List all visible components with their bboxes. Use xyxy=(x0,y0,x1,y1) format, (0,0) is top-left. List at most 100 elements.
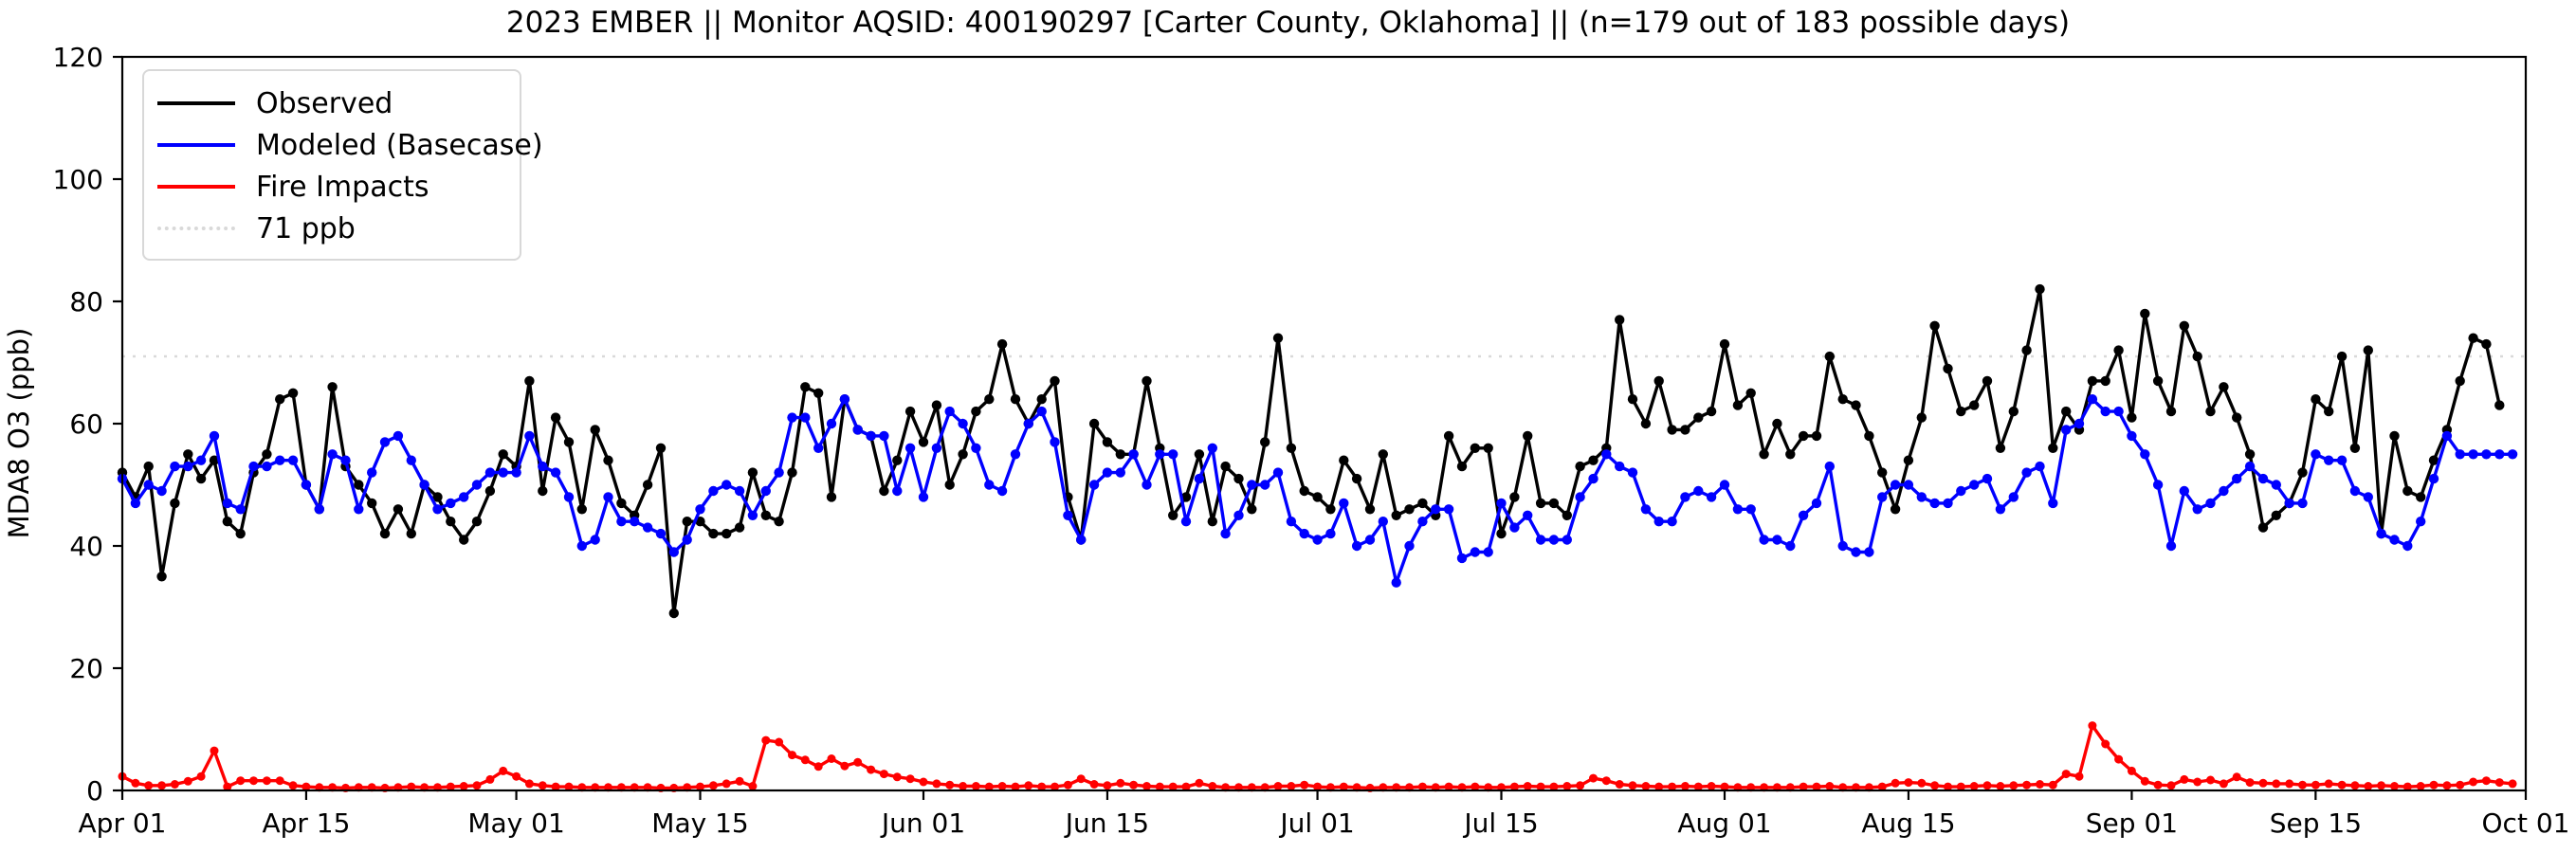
data-point-modeled-basecase- xyxy=(1286,517,1297,527)
data-point-modeled-basecase- xyxy=(248,461,259,472)
data-point-fire-impacts xyxy=(2350,781,2360,790)
data-point-modeled-basecase- xyxy=(1378,517,1389,527)
data-point-fire-impacts xyxy=(708,781,718,790)
data-point-fire-impacts xyxy=(223,782,232,791)
data-point-fire-impacts xyxy=(945,780,955,789)
data-point-modeled-basecase- xyxy=(1456,553,1468,564)
data-point-modeled-basecase- xyxy=(1036,406,1047,417)
data-point-observed xyxy=(1837,394,1848,405)
data-point-fire-impacts xyxy=(2140,776,2149,786)
data-point-modeled-basecase- xyxy=(1299,528,1309,539)
data-point-fire-impacts xyxy=(1181,782,1191,791)
data-point-observed xyxy=(2021,345,2032,355)
data-point-observed xyxy=(2232,412,2242,423)
data-point-modeled-basecase- xyxy=(2192,504,2202,515)
data-point-modeled-basecase- xyxy=(603,492,613,502)
data-point-fire-impacts xyxy=(472,781,482,790)
data-point-modeled-basecase- xyxy=(958,418,968,429)
data-point-modeled-basecase- xyxy=(195,455,207,465)
data-point-modeled-basecase- xyxy=(287,455,299,465)
data-point-modeled-basecase- xyxy=(668,547,679,557)
data-point-fire-impacts xyxy=(1089,780,1099,789)
data-point-modeled-basecase- xyxy=(1076,535,1087,545)
data-point-observed xyxy=(904,406,916,417)
data-point-modeled-basecase- xyxy=(406,455,416,465)
data-point-modeled-basecase- xyxy=(918,492,929,502)
data-point-modeled-basecase- xyxy=(235,504,246,515)
data-point-modeled-basecase- xyxy=(2441,430,2453,442)
data-point-observed xyxy=(379,528,391,539)
data-point-fire-impacts xyxy=(959,782,968,790)
data-point-observed xyxy=(367,498,377,509)
data-point-modeled-basecase- xyxy=(1772,535,1782,545)
data-point-fire-impacts xyxy=(2101,739,2110,749)
data-point-observed xyxy=(931,400,942,410)
data-point-fire-impacts xyxy=(144,781,154,790)
data-point-modeled-basecase- xyxy=(524,430,535,442)
data-point-modeled-basecase- xyxy=(2244,461,2256,472)
data-point-fire-impacts xyxy=(1982,781,1992,790)
data-point-modeled-basecase- xyxy=(538,461,548,472)
data-point-modeled-basecase- xyxy=(1496,498,1507,509)
data-point-modeled-basecase- xyxy=(1391,577,1401,588)
data-point-fire-impacts xyxy=(2390,782,2399,790)
data-point-fire-impacts xyxy=(905,774,915,784)
data-point-observed xyxy=(2140,308,2150,319)
data-point-modeled-basecase- xyxy=(800,412,811,423)
data-point-modeled-basecase- xyxy=(1667,517,1677,527)
data-point-observed xyxy=(1115,449,1126,460)
data-point-fire-impacts xyxy=(1273,782,1283,790)
data-point-fire-impacts xyxy=(1944,782,1952,791)
data-point-fire-impacts xyxy=(2469,777,2478,787)
data-point-observed xyxy=(1864,430,1874,442)
data-point-modeled-basecase- xyxy=(1325,528,1336,539)
data-point-modeled-basecase- xyxy=(327,449,338,460)
data-point-modeled-basecase- xyxy=(931,443,942,453)
data-point-observed xyxy=(1339,455,1349,465)
data-point-observed xyxy=(918,437,929,447)
data-point-observed xyxy=(563,437,575,447)
data-point-observed xyxy=(195,473,207,484)
data-point-modeled-basecase- xyxy=(1535,535,1546,545)
data-point-fire-impacts xyxy=(1417,782,1427,791)
data-point-fire-impacts xyxy=(1877,782,1887,791)
data-point-fire-impacts xyxy=(1208,782,1217,790)
data-point-modeled-basecase- xyxy=(1404,540,1415,552)
data-point-observed xyxy=(1207,517,1218,527)
data-point-modeled-basecase- xyxy=(393,430,404,442)
legend-swatch-icon xyxy=(157,143,235,147)
data-point-observed xyxy=(1759,449,1769,460)
data-point-modeled-basecase- xyxy=(2428,473,2439,484)
data-point-fire-impacts xyxy=(2036,780,2044,789)
data-point-modeled-basecase- xyxy=(1575,492,1585,502)
data-point-observed xyxy=(183,449,193,460)
data-point-fire-impacts xyxy=(1129,780,1139,789)
data-point-observed xyxy=(576,504,587,515)
data-point-observed xyxy=(1824,351,1836,362)
data-point-observed xyxy=(2219,382,2229,392)
data-point-observed xyxy=(1640,418,1652,429)
data-point-modeled-basecase- xyxy=(695,504,705,515)
data-point-fire-impacts xyxy=(301,782,311,791)
data-point-modeled-basecase- xyxy=(1601,449,1612,460)
data-point-fire-impacts xyxy=(932,779,941,789)
data-point-modeled-basecase- xyxy=(2363,492,2373,502)
data-point-fire-impacts xyxy=(2088,721,2097,731)
data-point-observed xyxy=(1443,430,1454,442)
data-point-observed xyxy=(406,528,416,539)
data-point-modeled-basecase- xyxy=(1956,485,1966,497)
data-point-observed xyxy=(2192,351,2202,362)
data-point-modeled-basecase- xyxy=(301,480,312,490)
data-point-observed xyxy=(1969,400,1980,410)
data-point-observed xyxy=(2113,345,2124,355)
data-point-fire-impacts xyxy=(1076,774,1086,784)
x-tick-label: Jun 01 xyxy=(880,808,965,839)
data-point-observed xyxy=(235,528,246,539)
data-point-fire-impacts xyxy=(775,737,784,747)
data-point-observed xyxy=(524,375,535,387)
data-point-fire-impacts xyxy=(892,772,902,782)
data-point-observed xyxy=(1142,375,1152,387)
data-point-observed xyxy=(1299,485,1309,497)
data-point-modeled-basecase- xyxy=(1588,473,1599,484)
data-point-fire-impacts xyxy=(1576,781,1585,790)
